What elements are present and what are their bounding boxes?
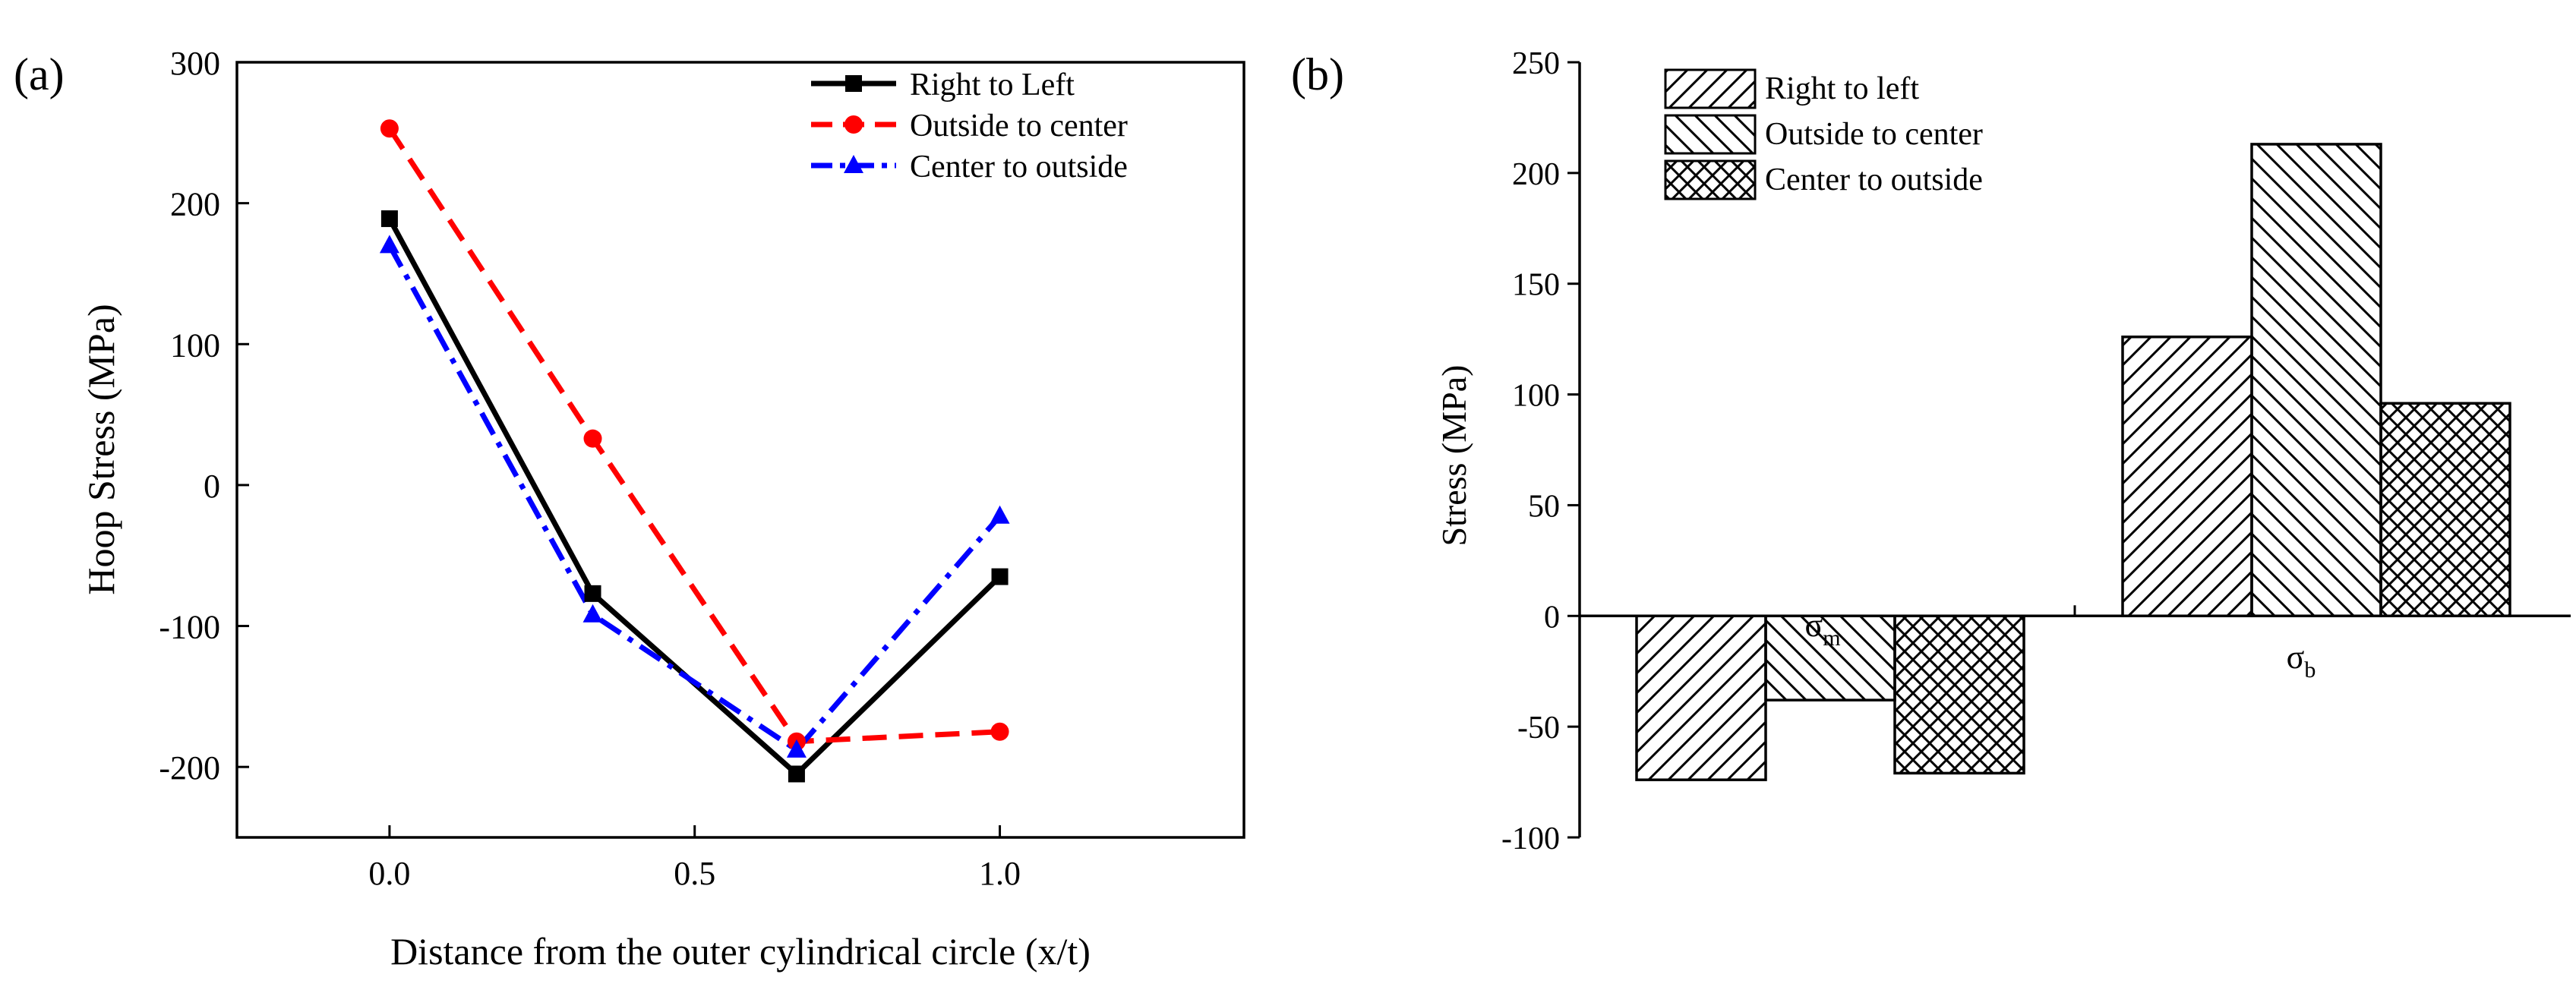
panel-b-bar-1-cat-2 xyxy=(2121,335,2253,618)
panel-b-y-tick-label: -50 xyxy=(1517,711,1560,746)
panel-a-y-tick-label: 300 xyxy=(170,45,220,82)
panel-b-legend-label: Right to left xyxy=(1765,71,1919,106)
panel-a-series-markers xyxy=(379,119,1010,783)
panel-a-x-axis-title: Distance from the outer cylindrical circ… xyxy=(390,930,1091,973)
panel-a-plot-frame xyxy=(235,61,1245,839)
panel-b-bars xyxy=(1635,143,2511,781)
panel-b-y-axis-title: Stress (MPa) xyxy=(1435,365,1473,547)
panel-b-y-tick-label: 250 xyxy=(1512,46,1560,81)
panel-a-legend-label: Outside to center xyxy=(910,109,1128,143)
panel-a-data-point xyxy=(583,429,602,448)
panel-a-data-point xyxy=(788,765,805,783)
panel-b-bar-3-cat-1 xyxy=(1893,614,2025,775)
panel-a-data-point xyxy=(990,505,1010,524)
panel-a-x-tick-label: 0.5 xyxy=(674,855,715,892)
panel-a-series-lines xyxy=(387,127,1002,777)
panel-a-x-tick-label: 1.0 xyxy=(979,855,1021,892)
panel-a-legend: Right to Left Outside to center Center to … xyxy=(811,68,1128,184)
panel-a-y-tick-label: -200 xyxy=(159,749,220,787)
panel-a-label: (a) xyxy=(14,49,65,99)
panel-a-y-axis-title: Hoop Stress (MPa) xyxy=(80,304,122,594)
panel-a-data-point xyxy=(379,235,399,254)
panel-a-data-point xyxy=(380,119,399,138)
panel-b-legend-swatch xyxy=(1664,159,1757,200)
panel-b-bar-chart: (b) -100 -50 0 50 100 150 200 250 σm σb Stress (… xyxy=(1291,46,2571,856)
panel-a-series-line-3 xyxy=(387,244,1002,753)
panel-b-bar-2-cat-2 xyxy=(2250,143,2382,618)
panel-a-legend-label: Center to outside xyxy=(910,150,1128,184)
panel-b-category-label: σb xyxy=(2287,638,2316,683)
panel-b-category-label: σm xyxy=(1804,607,1840,651)
panel-b-legend-label: Outside to center xyxy=(1765,117,1983,152)
panel-a-x-axis: 0.0 0.5 1.0 xyxy=(368,825,1021,892)
panel-a-legend-marker xyxy=(845,75,862,92)
panel-a-data-point xyxy=(380,210,398,228)
panel-a-legend-marker xyxy=(844,155,863,173)
panel-b-category-labels: σm σb xyxy=(1804,607,2316,683)
panel-a-y-tick-label: 100 xyxy=(170,326,220,364)
panel-b-legend-swatch xyxy=(1664,68,1757,109)
panel-b-y-tick-label: 200 xyxy=(1512,157,1560,192)
panel-a-legend-marker xyxy=(844,115,863,134)
panel-b-y-tick-label: -100 xyxy=(1501,821,1560,856)
panel-b-legend: Right to left Outside to center Center to … xyxy=(1664,68,1983,200)
panel-b-label: (b) xyxy=(1291,49,1344,99)
panel-b-legend-label: Center to outside xyxy=(1765,162,1983,197)
panel-a-y-tick-label: 200 xyxy=(170,186,220,223)
panel-b-y-tick-label: 150 xyxy=(1512,268,1560,303)
panel-a-data-point xyxy=(991,568,1009,585)
panel-a-data-point xyxy=(584,585,601,602)
panel-b-y-tick-label: 50 xyxy=(1528,489,1560,524)
panel-b-legend-swatch xyxy=(1664,114,1757,155)
panel-b-y-tick-label: 0 xyxy=(1544,600,1560,635)
panel-a-series-line-2 xyxy=(387,127,1000,745)
panel-b-bar-3-cat-2 xyxy=(2379,402,2511,618)
panel-a-line-chart: (a) -200 -100 0 100 200 300 0.0 0.5 1.0 Hoop St… xyxy=(14,45,1245,973)
panel-b-y-tick-label: 100 xyxy=(1512,379,1560,414)
panel-a-x-tick-label: 0.0 xyxy=(368,855,410,892)
panel-a-data-point xyxy=(786,739,807,758)
panel-a-y-tick-label: -100 xyxy=(159,609,220,646)
panel-a-y-tick-label: 0 xyxy=(204,468,220,505)
panel-a-data-point xyxy=(582,604,603,623)
panel-a-y-axis: -200 -100 0 100 200 300 xyxy=(159,45,249,787)
panel-a-data-point xyxy=(990,722,1009,741)
panel-b-bar-1-cat-1 xyxy=(1635,614,1767,781)
panel-a-legend-label: Right to Left xyxy=(910,68,1075,102)
panel-a-series-line-1 xyxy=(387,217,1002,777)
